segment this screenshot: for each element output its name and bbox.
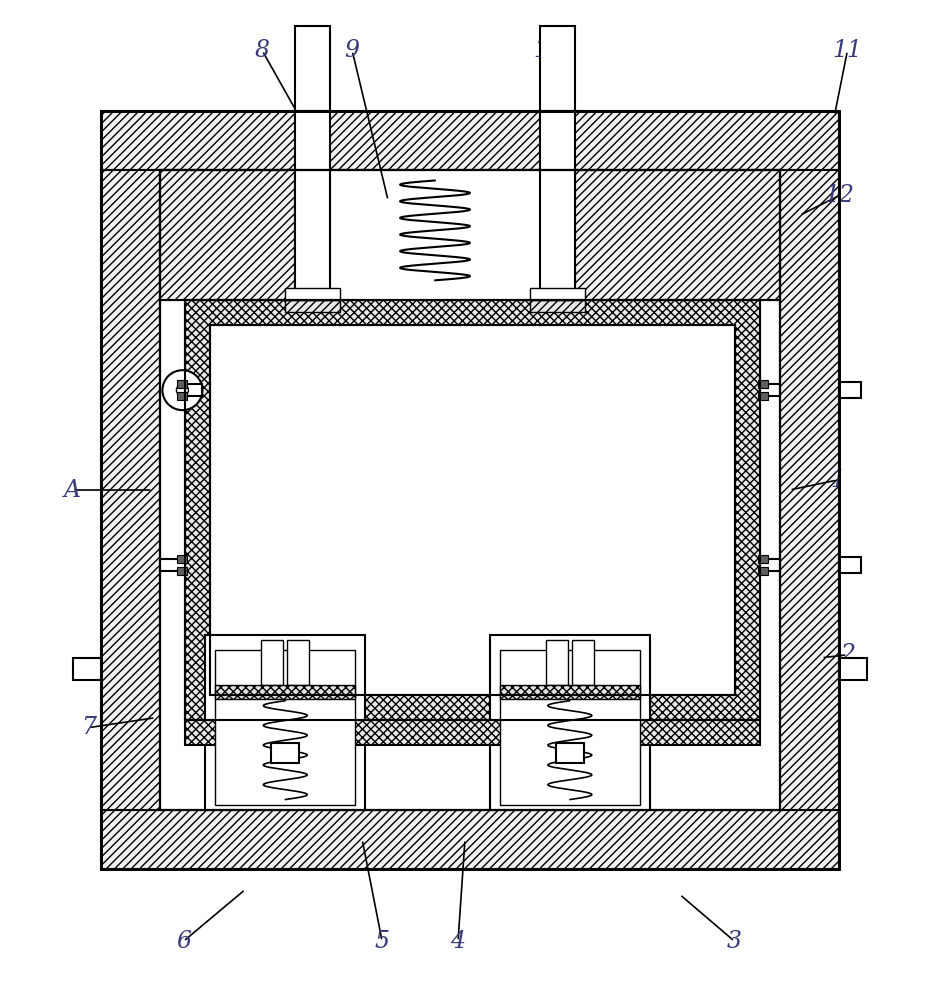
Text: 11: 11 <box>832 39 862 62</box>
Bar <box>330 170 540 300</box>
Text: 9: 9 <box>345 39 360 62</box>
Bar <box>500 685 640 699</box>
Bar <box>286 288 340 300</box>
Text: 1: 1 <box>830 469 845 492</box>
Bar <box>530 288 585 300</box>
Text: 3: 3 <box>727 930 742 953</box>
Text: 5: 5 <box>375 930 390 953</box>
Bar <box>540 111 575 300</box>
Bar <box>840 557 861 573</box>
Bar <box>500 650 640 805</box>
Bar <box>161 170 295 300</box>
Bar <box>100 111 840 869</box>
Bar <box>216 650 355 805</box>
Bar <box>287 640 310 685</box>
Text: 2: 2 <box>840 643 855 666</box>
Text: 6: 6 <box>176 930 191 953</box>
Bar <box>178 567 188 575</box>
Bar <box>575 170 779 300</box>
Bar <box>840 382 861 398</box>
Bar <box>185 384 203 396</box>
Bar <box>286 300 340 312</box>
Bar <box>161 170 779 810</box>
Text: 12: 12 <box>824 184 855 207</box>
Bar <box>178 380 188 388</box>
Bar <box>100 170 161 810</box>
Bar <box>210 325 735 695</box>
Bar <box>295 111 330 300</box>
Bar <box>295 26 330 111</box>
Bar <box>210 325 735 695</box>
Text: 7: 7 <box>81 716 96 739</box>
Text: 4: 4 <box>450 930 466 953</box>
Bar <box>100 111 840 170</box>
Bar <box>185 720 760 745</box>
Bar <box>760 384 779 396</box>
Bar <box>572 640 594 685</box>
Bar <box>758 392 767 400</box>
Bar <box>206 635 365 810</box>
Bar <box>546 640 568 685</box>
Bar <box>161 170 779 810</box>
Bar <box>100 810 840 869</box>
Bar <box>161 170 779 810</box>
Circle shape <box>163 370 203 410</box>
Bar <box>760 559 779 571</box>
Bar <box>540 26 575 111</box>
Bar <box>758 555 767 563</box>
Bar <box>758 567 767 575</box>
Bar <box>178 555 188 563</box>
Bar <box>100 111 840 869</box>
Bar <box>73 658 100 680</box>
Bar <box>185 300 760 720</box>
Bar <box>161 559 185 571</box>
Bar <box>272 743 299 763</box>
Bar <box>758 380 767 388</box>
Bar <box>261 640 284 685</box>
Bar <box>840 658 868 680</box>
Bar <box>556 743 584 763</box>
Bar <box>779 170 840 810</box>
Bar <box>216 685 355 699</box>
Text: 10: 10 <box>533 39 563 62</box>
Text: A: A <box>64 479 81 502</box>
Text: 8: 8 <box>255 39 270 62</box>
Bar <box>490 635 650 810</box>
Bar <box>178 392 188 400</box>
Bar <box>530 300 585 312</box>
Bar <box>185 300 760 720</box>
